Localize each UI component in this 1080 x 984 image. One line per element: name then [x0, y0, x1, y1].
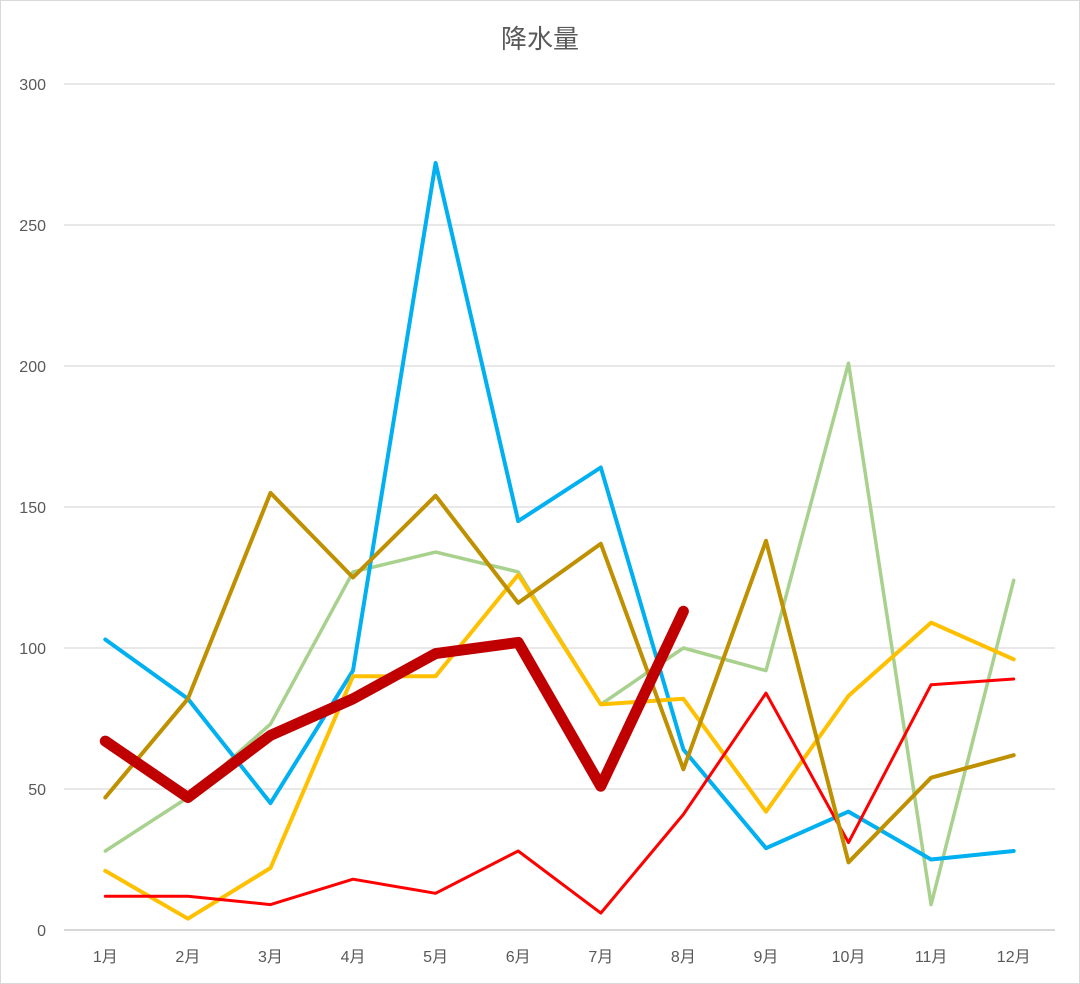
x-tick-label: 3月 — [258, 949, 283, 966]
series-line-5 — [103, 490, 1016, 865]
y-axis-ticks: 0 50 100 150 200 250 300 — [19, 77, 46, 940]
series-line-3 — [103, 572, 1016, 921]
x-tick-label: 4月 — [341, 949, 366, 966]
x-tick-label: 8月 — [671, 949, 696, 966]
x-tick-label: 2月 — [175, 949, 200, 966]
x-tick-label: 7月 — [588, 949, 613, 966]
x-axis-ticks: 1月 2月 3月 4月 5月 6月 7月 8月 9月 10月 11月 12月 — [93, 949, 1031, 966]
x-tick-label: 11月 — [915, 949, 948, 966]
x-tick-label: 12月 — [997, 949, 1031, 966]
series-line-4 — [103, 677, 1016, 915]
y-tick-label: 100 — [19, 641, 46, 658]
y-tick-label: 50 — [28, 782, 46, 799]
y-tick-label: 150 — [19, 500, 46, 517]
x-tick-label: 10月 — [832, 949, 866, 966]
chart-title: 降水量 — [501, 25, 579, 55]
series-line-2 — [103, 161, 1016, 862]
y-tick-label: 300 — [19, 77, 46, 94]
x-tick-label: 5月 — [423, 949, 448, 966]
series-line-1 — [103, 361, 1016, 907]
y-tick-label: 200 — [19, 359, 46, 376]
x-tick-label: 6月 — [506, 949, 531, 966]
series-line-6 — [99, 605, 689, 803]
series-lines — [99, 161, 1016, 921]
x-tick-label: 9月 — [754, 949, 779, 966]
gridlines — [64, 83, 1055, 931]
y-tick-label: 0 — [37, 923, 46, 940]
y-tick-label: 250 — [19, 218, 46, 235]
x-tick-label: 1月 — [93, 949, 118, 966]
